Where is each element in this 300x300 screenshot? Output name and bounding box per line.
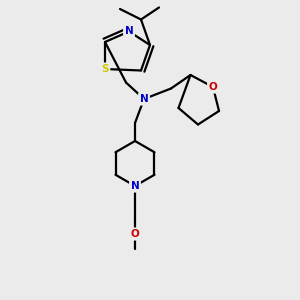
Text: N: N bbox=[130, 181, 140, 191]
Text: O: O bbox=[208, 82, 217, 92]
Text: N: N bbox=[140, 94, 148, 104]
Text: S: S bbox=[101, 64, 109, 74]
Text: N: N bbox=[124, 26, 134, 37]
Text: O: O bbox=[130, 229, 140, 239]
